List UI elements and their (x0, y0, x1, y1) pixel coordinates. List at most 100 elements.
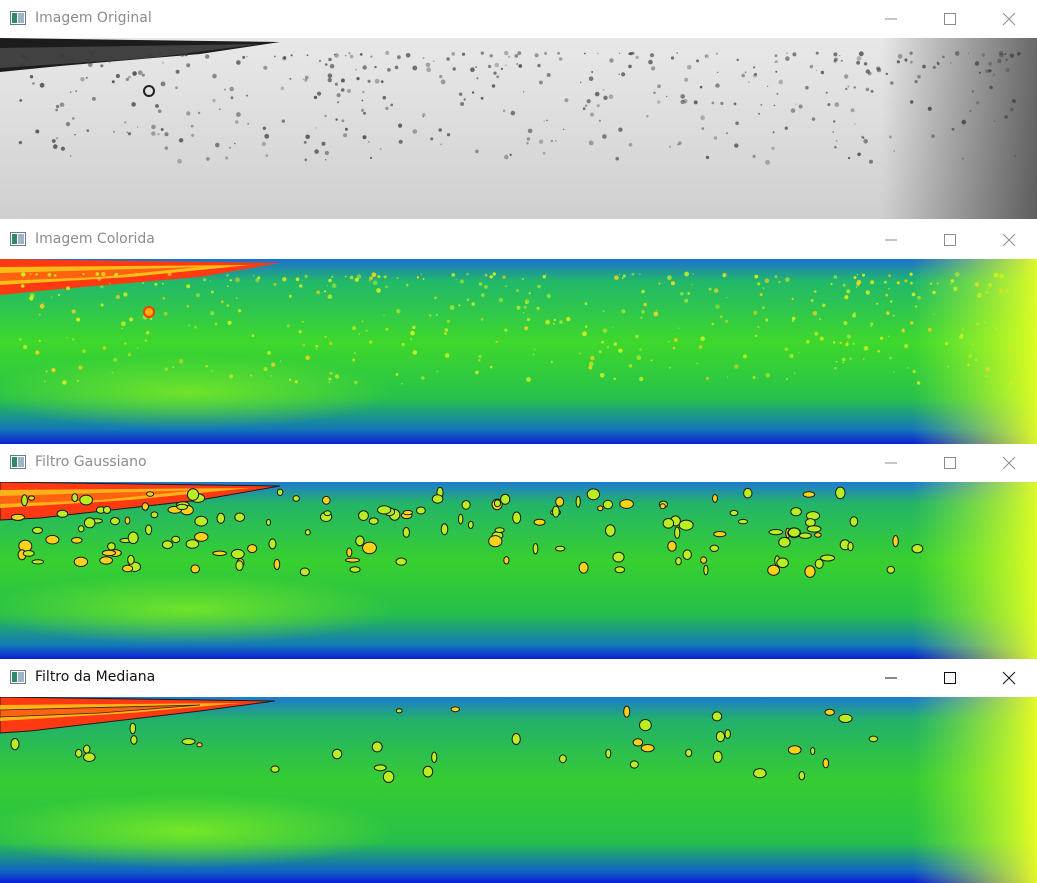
close-button[interactable] (979, 221, 1037, 259)
contour-blob (127, 531, 139, 545)
droplet (968, 354, 973, 358)
image-gaussian-canvas (0, 482, 1037, 659)
droplet (907, 367, 909, 369)
contour-blob (511, 733, 521, 745)
contour-blob (623, 705, 631, 718)
contour-blob (346, 547, 353, 558)
droplet (178, 359, 184, 364)
droplet (988, 69, 992, 73)
droplet (983, 321, 986, 324)
droplet (157, 133, 160, 136)
droplet (550, 139, 553, 143)
contour-blob (71, 493, 79, 503)
droplet (113, 357, 118, 362)
droplet (362, 135, 367, 140)
droplet (893, 150, 895, 152)
droplet (806, 340, 810, 344)
droplet (818, 317, 822, 321)
droplet (618, 73, 620, 76)
droplet (845, 342, 849, 347)
contour-blob (778, 536, 791, 548)
droplet (985, 290, 989, 294)
droplet (113, 130, 115, 133)
minimize-button[interactable] (862, 659, 920, 697)
contour-blob (467, 520, 474, 530)
droplet (559, 320, 563, 324)
droplet (475, 66, 477, 68)
droplet (812, 311, 818, 316)
close-button[interactable] (979, 0, 1037, 38)
droplet (452, 67, 456, 71)
droplet (349, 54, 354, 59)
droplet (425, 62, 431, 68)
droplet (175, 86, 178, 89)
contour-blob (268, 538, 277, 550)
droplet (791, 316, 796, 321)
droplet (988, 61, 992, 66)
droplet (786, 52, 788, 54)
titlebar[interactable]: Imagem Colorida (0, 221, 1037, 259)
droplet (584, 52, 586, 55)
droplet (295, 277, 300, 282)
droplet (754, 72, 757, 76)
droplet (484, 273, 488, 277)
maximize-button[interactable] (920, 444, 978, 482)
droplet (834, 102, 840, 107)
droplet (29, 75, 34, 79)
droplet (527, 128, 533, 134)
contour-blob (31, 559, 45, 565)
droplet (759, 293, 763, 296)
droplet (814, 331, 819, 336)
droplet (383, 314, 385, 316)
droplet (1009, 380, 1014, 386)
droplet (700, 115, 705, 120)
droplet (704, 55, 707, 57)
minimize-button[interactable] (862, 0, 920, 38)
droplet (327, 294, 333, 299)
droplet (446, 57, 450, 61)
droplet (543, 51, 548, 55)
droplet (614, 275, 619, 280)
droplet (160, 81, 166, 87)
droplet (478, 282, 483, 286)
droplet (588, 365, 593, 370)
droplet (101, 272, 106, 277)
maximize-button[interactable] (920, 0, 978, 38)
droplet (39, 303, 45, 309)
droplet (20, 63, 25, 67)
titlebar[interactable]: Filtro da Mediana (0, 659, 1037, 697)
droplet (726, 296, 728, 299)
droplet (798, 352, 800, 354)
close-button[interactable] (979, 659, 1037, 697)
titlebar[interactable]: Filtro Gaussiano (0, 444, 1037, 482)
maximize-button[interactable] (920, 221, 978, 259)
droplet (337, 101, 340, 104)
minimize-button[interactable] (862, 444, 920, 482)
droplet (225, 156, 229, 160)
droplet (475, 370, 479, 375)
maximize-button[interactable] (920, 659, 978, 697)
contour-blob (83, 517, 96, 529)
droplet (856, 279, 862, 285)
droplet (526, 141, 529, 145)
minimize-button[interactable] (862, 221, 920, 259)
close-button[interactable] (979, 444, 1037, 482)
droplet (109, 61, 111, 64)
droplet (203, 278, 207, 282)
droplet (856, 56, 862, 61)
contour-blob (28, 495, 35, 501)
droplet (191, 133, 195, 137)
droplet (596, 104, 600, 108)
contour-blob (662, 518, 675, 529)
droplet (162, 296, 166, 300)
droplet (888, 274, 892, 278)
droplet (672, 346, 676, 350)
titlebar[interactable]: Imagem Original (0, 0, 1037, 38)
droplet (26, 54, 28, 57)
maximize-icon (944, 672, 956, 684)
droplet (283, 56, 287, 59)
contour-blob (787, 527, 801, 538)
contour-blob (171, 535, 181, 544)
droplet (635, 334, 639, 339)
droplet (888, 287, 890, 290)
